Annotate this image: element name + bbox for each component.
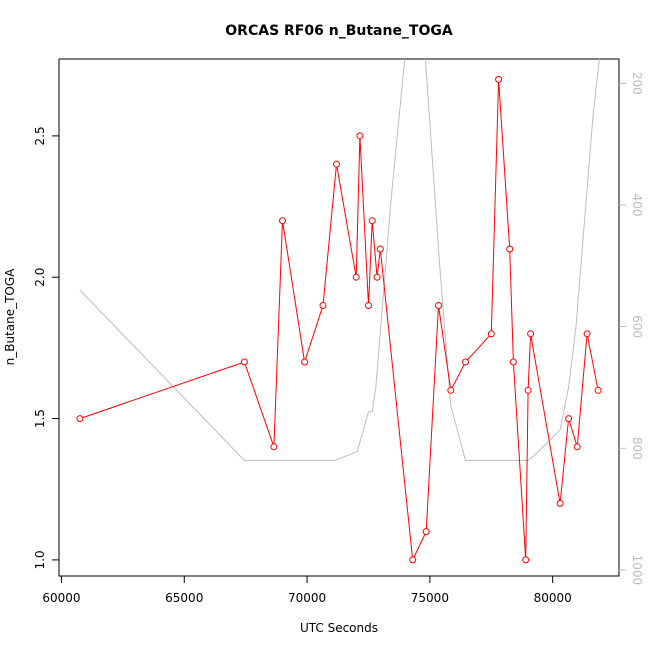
chart-title: ORCAS RF06 n_Butane_TOGA — [225, 23, 453, 39]
data-point — [487, 330, 495, 338]
plot-frame — [58, 58, 620, 577]
data-point — [556, 499, 564, 507]
data-point — [422, 528, 430, 536]
right-y-tick-label: 1000 — [630, 555, 644, 586]
altitude-line — [79, 59, 600, 461]
y-axis-right: 200 400 600 800 1000 — [619, 72, 644, 585]
data-point — [365, 302, 372, 309]
data-point — [333, 160, 340, 168]
data-point — [376, 245, 384, 253]
data-point — [594, 386, 602, 394]
x-axis: 60000 65000 70000 75000 80000 — [42, 575, 572, 605]
y-axis-label: n_Butane_TOGA — [3, 268, 17, 366]
y-axis: 1.0 1.5 2.0 2.5 — [33, 126, 60, 569]
x-tick-label: 80000 — [534, 591, 572, 605]
x-tick-label: 65000 — [165, 591, 203, 605]
data-point — [356, 132, 364, 140]
y-tick-label: 1.0 — [33, 550, 47, 569]
x-tick-label: 70000 — [288, 591, 326, 605]
data-point — [583, 330, 591, 338]
right-y-tick-label: 600 — [630, 315, 644, 338]
data-point — [462, 358, 469, 366]
data-point — [447, 386, 455, 394]
data-point — [509, 358, 517, 366]
data-point — [527, 330, 535, 338]
x-axis-label: UTC Seconds — [300, 621, 378, 635]
x-tick-label: 60000 — [42, 591, 80, 605]
x-tick-label: 75000 — [411, 591, 449, 605]
data-point — [565, 415, 573, 423]
data-point — [270, 443, 278, 451]
data-point — [76, 415, 84, 423]
y-tick-label: 1.5 — [33, 409, 47, 428]
right-y-tick-label: 400 — [630, 194, 644, 217]
data-point — [409, 556, 417, 564]
data-point — [240, 358, 248, 366]
data-point — [352, 273, 360, 281]
data-point — [301, 358, 309, 366]
data-point — [319, 302, 327, 309]
right-y-tick-label: 200 — [630, 72, 644, 95]
right-series-layer — [79, 59, 600, 461]
data-point — [524, 386, 532, 394]
data-point — [368, 217, 376, 225]
data-point — [573, 443, 581, 451]
y-tick-label: 2.5 — [33, 126, 47, 145]
right-y-tick-label: 800 — [630, 437, 644, 460]
main-series-layer — [76, 75, 602, 564]
data-point — [279, 217, 286, 225]
data-point — [495, 75, 503, 83]
data-point — [373, 273, 381, 281]
data-point — [522, 556, 530, 564]
series-line — [79, 79, 599, 562]
data-point — [435, 302, 442, 309]
y-tick-label: 2.0 — [33, 268, 47, 287]
data-point — [506, 245, 514, 253]
